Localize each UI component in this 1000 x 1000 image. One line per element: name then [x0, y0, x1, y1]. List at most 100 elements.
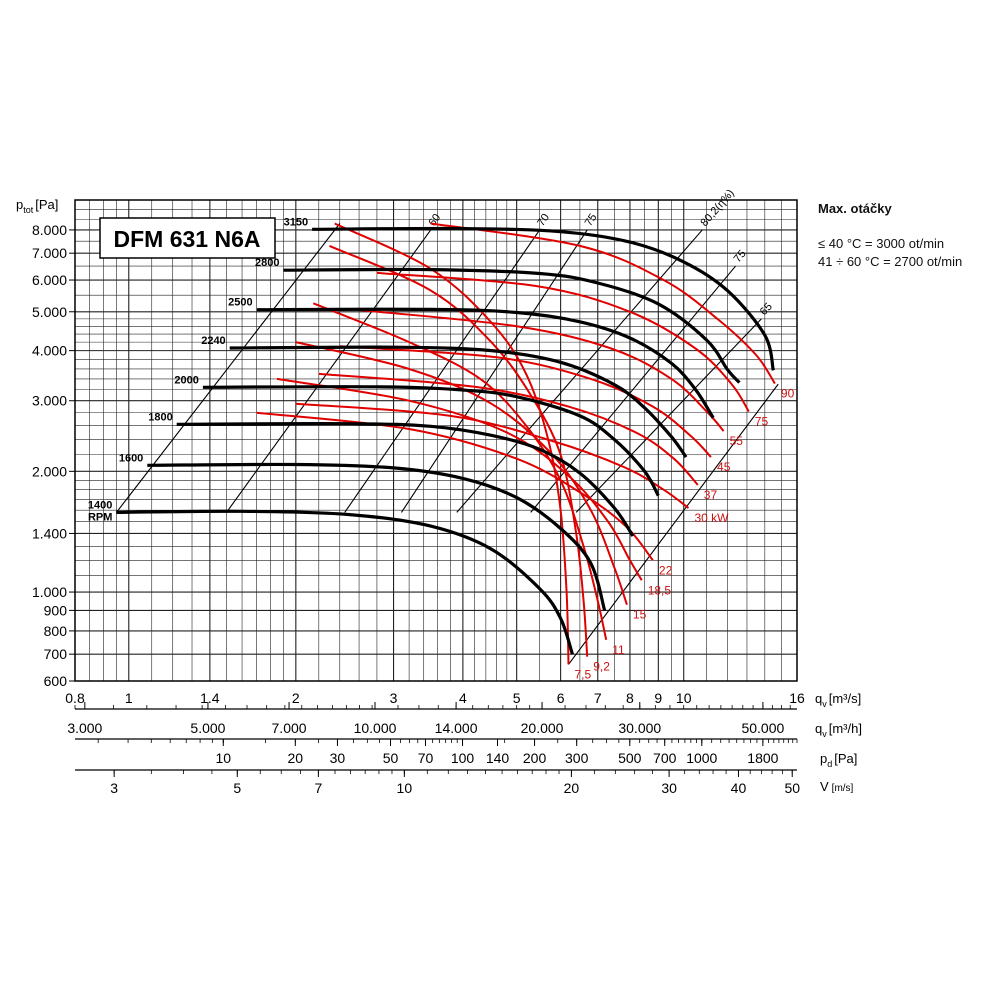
- power-label: 45: [717, 460, 731, 474]
- y-tick-label: 1.000: [32, 584, 67, 600]
- qv-m3h-tick-label: 3.000: [67, 720, 102, 736]
- y-tick-label: 800: [44, 623, 68, 639]
- pd-tick-label: 1000: [686, 750, 717, 766]
- velocity-tick-label: 7: [314, 780, 322, 796]
- y-axis-label: ptot [Pa]: [16, 197, 58, 215]
- speed-curves: [116, 226, 775, 655]
- x-tick-label: 6: [557, 690, 565, 706]
- velocity-tick-label: 5: [233, 780, 241, 796]
- x-tick-label: 16: [789, 690, 805, 706]
- power-label: 11: [612, 643, 625, 657]
- qv-m3h-tick-label: 5.000: [190, 720, 225, 736]
- power-curve: [318, 372, 699, 486]
- efficiency-label: 80,2(η%): [699, 187, 737, 229]
- power-label: 18,5: [648, 583, 672, 597]
- qv-m3h-tick-label: 10.000: [354, 720, 397, 736]
- velocity-axis-label: V [m/s]: [820, 779, 854, 794]
- speed-curve: [116, 509, 574, 655]
- power-envelope-line: [568, 383, 779, 665]
- y-tick-label: 3.000: [32, 393, 67, 409]
- rpm-label: 1800: [148, 411, 172, 423]
- y-tick-label: 5.000: [32, 304, 67, 320]
- efficiency-line: [400, 229, 588, 513]
- power-curve: [376, 271, 750, 413]
- qv-m3h-tick-label: 20.000: [521, 720, 564, 736]
- rpm-label: 2800: [255, 257, 279, 269]
- speed-curve: [312, 226, 775, 371]
- power-curve: [295, 402, 690, 509]
- x-tick-label: 10: [676, 690, 692, 706]
- pd-tick-label: 20: [288, 750, 304, 766]
- efficiency-line: [456, 229, 703, 513]
- efficiency-label: 70: [535, 212, 552, 229]
- power-label: 9,2: [593, 660, 610, 674]
- pd-tick-label: 700: [653, 750, 677, 766]
- power-curve: [334, 222, 570, 665]
- velocity-tick-label: 20: [564, 780, 580, 796]
- power-label: 22: [659, 563, 673, 577]
- x-tick-label: 3: [390, 690, 398, 706]
- y-tick-label: 4.000: [32, 343, 67, 359]
- y-tick-label: 700: [44, 646, 68, 662]
- plot-frame: [74, 199, 798, 682]
- max-speed-line-2: 41 ÷ 60 °C = 2700 ot/min: [818, 254, 963, 269]
- pd-axis-label: pd [Pa]: [820, 751, 857, 769]
- pd-tick-label: 50: [383, 750, 399, 766]
- efficiency-label: 60: [426, 212, 443, 229]
- chart-title: DFM 631 N6A: [114, 226, 261, 252]
- title-box: [99, 217, 276, 259]
- rpm-envelope-line: [115, 223, 341, 513]
- x-tick-label: 5: [513, 690, 521, 706]
- speed-curve: [283, 267, 741, 384]
- efficiency-line: [575, 318, 762, 513]
- y-tick-label: 7.000: [32, 245, 67, 261]
- velocity-tick-label: 40: [731, 780, 747, 796]
- power-label: 15: [633, 608, 647, 622]
- power-label: 37: [704, 488, 718, 502]
- velocity-tick-label: 3: [110, 780, 118, 796]
- power-label: 75: [755, 415, 769, 429]
- y-tick-label: 6.000: [32, 272, 67, 288]
- qv-m3h-tick-label: 7.000: [272, 720, 307, 736]
- velocity-tick-label: 50: [784, 780, 800, 796]
- rpm-label: 3150: [284, 216, 308, 228]
- speed-curve: [176, 422, 635, 537]
- power-curve: [295, 341, 628, 606]
- x-axis-label: qv [m³/s]: [815, 691, 861, 709]
- speed-curve: [229, 345, 688, 459]
- speed-curve: [256, 307, 715, 419]
- pd-tick-label: 1800: [747, 750, 778, 766]
- speed-curve: [202, 385, 660, 497]
- efficiency-label: 75: [732, 248, 749, 265]
- pd-tick-label: 500: [618, 750, 642, 766]
- pd-tick-label: 30: [330, 750, 346, 766]
- qv-m3h-tick-label: 14.000: [435, 720, 478, 736]
- power-curve: [276, 377, 643, 581]
- x-tick-label: 1.4: [200, 690, 220, 706]
- pd-tick-label: 10: [215, 750, 231, 766]
- pd-tick-label: 200: [523, 750, 547, 766]
- pd-tick-label: 300: [565, 750, 589, 766]
- velocity-tick-label: 10: [397, 780, 413, 796]
- efficiency-label: 65: [758, 301, 775, 318]
- max-speed-line-1: ≤ 40 °C = 3000 ot/min: [818, 236, 945, 251]
- rpm-label: 1400 RPM: [88, 499, 112, 523]
- y-tick-label: 1.400: [32, 525, 67, 541]
- power-curve: [329, 244, 589, 657]
- rpm-label: 2500: [228, 297, 252, 309]
- power-curve: [358, 309, 725, 432]
- rpm-label: 1600: [119, 452, 143, 464]
- power-label: 90: [781, 387, 795, 401]
- power-curve: [430, 222, 776, 385]
- y-tick-label: 2.000: [32, 463, 67, 479]
- axes: 8.000 7.000 6.000 5.000 4.000 3.000 2.000 1.400…: [32, 222, 805, 796]
- rpm-label: 2000: [174, 374, 198, 386]
- power-label: 7,5: [575, 667, 592, 681]
- x-tick-label: 2: [292, 690, 300, 706]
- x-tick-label: 1: [125, 690, 133, 706]
- efficiency-label: 75: [583, 212, 600, 229]
- qv-m3h-tick-label: 30.000: [618, 720, 661, 736]
- velocity-tick-label: 30: [661, 780, 677, 796]
